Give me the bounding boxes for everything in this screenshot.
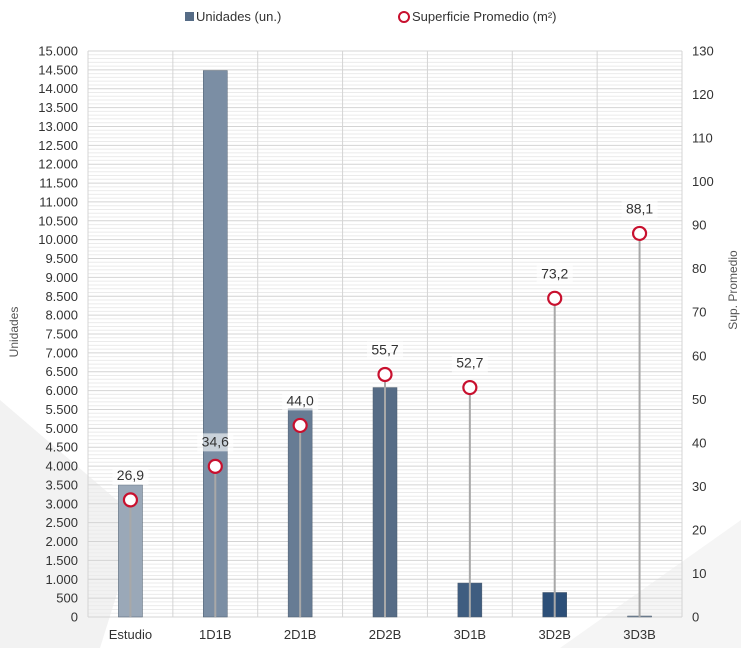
y-tick-label: 5.500	[45, 402, 78, 417]
y2-tick-label: 70	[692, 305, 706, 320]
data-label: 55,7	[371, 341, 398, 357]
lollipop-marker	[122, 492, 139, 508]
y-tick-label: 4.500	[45, 440, 78, 455]
x-tick-label: 2D2B	[369, 627, 402, 642]
y-tick-label: 12.000	[38, 157, 78, 172]
y2-axis-title: Sup. Promedio	[726, 250, 740, 330]
data-label: 73,2	[541, 265, 568, 281]
x-tick-label: 3D1B	[454, 627, 487, 642]
axes: 05001.0001.5002.0002.5003.0003.5004.0004…	[38, 44, 713, 643]
markers	[122, 225, 648, 508]
y-tick-label: 2.000	[45, 534, 78, 549]
data-label-background	[451, 354, 488, 373]
y-tick-label: 2.500	[45, 515, 78, 530]
lollipop-marker	[377, 366, 393, 383]
y-tick-label: 15.000	[38, 44, 78, 59]
grid	[87, 50, 683, 618]
data-label-background	[621, 200, 658, 219]
y2-tick-label: 20	[692, 522, 706, 537]
y-tick-label: 6.000	[45, 383, 78, 398]
data-labels: 26,9 34,6 44,0 55,7 52,7 73,2 88,1	[112, 200, 658, 485]
lollipop-marker	[292, 417, 308, 434]
y-tick-label: 3.500	[45, 477, 78, 492]
lollipop-marker	[547, 290, 563, 306]
y-tick-label: 10.500	[38, 213, 78, 228]
lollipop-marker	[631, 225, 648, 242]
data-label: 26,9	[117, 467, 144, 483]
y-tick-label: 11.500	[39, 176, 78, 191]
y2-tick-label: 30	[692, 479, 706, 494]
x-tick-label: 1D1B	[199, 627, 232, 642]
y-tick-label: 7.500	[45, 327, 78, 342]
legend-bar-label: Unidades (un.)	[196, 9, 281, 24]
y2-tick-label: 50	[692, 392, 706, 407]
y-tick-label: 12.500	[38, 138, 78, 153]
lollipop-marker	[207, 458, 223, 474]
y-tick-label: 13.000	[38, 119, 78, 134]
y-tick-label: 6.500	[45, 364, 78, 379]
y-tick-label: 13.500	[38, 100, 78, 115]
y2-tick-label: 120	[692, 87, 714, 102]
legend-marker-swatch	[398, 11, 410, 23]
background-shade	[0, 400, 140, 648]
legend-bar-swatch	[185, 12, 194, 21]
y2-tick-label: 90	[692, 218, 706, 233]
y-axis-title: Unidades	[7, 307, 21, 358]
y2-tick-label: 80	[692, 261, 706, 276]
y2-tick-label: 130	[692, 44, 714, 59]
data-label-background	[197, 433, 234, 452]
lollipop-marker	[462, 379, 478, 396]
y-tick-label: 3.000	[45, 496, 78, 511]
data-label-background	[367, 341, 403, 360]
y2-tick-label: 110	[692, 131, 713, 146]
y-tick-label: 5.000	[45, 421, 78, 436]
y-tick-label: 0	[71, 610, 78, 625]
legend-marker-label: Superficie Promedio (m²)	[412, 9, 557, 24]
legend: Unidades (un.) Superficie Promedio (m²)	[185, 9, 557, 24]
data-label-background	[536, 265, 573, 284]
y-tick-label: 4.000	[45, 459, 78, 474]
y-tick-label: 10.000	[38, 232, 78, 247]
y-tick-label: 14.000	[38, 81, 78, 96]
y-tick-label: 1.500	[45, 553, 78, 568]
y2-tick-label: 0	[692, 610, 699, 625]
y-tick-label: 9.500	[45, 251, 78, 266]
y-tick-label: 500	[56, 591, 78, 606]
background-shade-2	[560, 520, 741, 648]
x-tick-label: 3D3B	[623, 627, 656, 642]
y-tick-label: 8.000	[45, 308, 78, 323]
data-label: 88,1	[626, 200, 653, 216]
data-label: 34,6	[202, 433, 229, 449]
data-label-background	[282, 392, 319, 411]
x-tick-label: 2D1B	[284, 627, 317, 642]
y-tick-label: 8.500	[45, 289, 78, 304]
x-tick-label: Estudio	[109, 627, 152, 642]
y-tick-label: 1.000	[45, 572, 78, 587]
y-tick-label: 14.500	[38, 62, 78, 77]
y-tick-label: 7.000	[45, 345, 78, 360]
stems	[129, 233, 641, 617]
y-tick-label: 11.000	[39, 194, 78, 209]
y2-tick-label: 40	[692, 435, 706, 450]
y2-tick-label: 100	[692, 174, 714, 189]
data-label-background	[112, 466, 149, 485]
x-tick-label: 3D2B	[538, 627, 571, 642]
y2-tick-label: 10	[692, 566, 706, 581]
data-label: 52,7	[456, 355, 483, 371]
y-tick-label: 9.000	[45, 270, 78, 285]
data-label: 44,0	[287, 392, 314, 408]
y2-tick-label: 60	[692, 348, 706, 363]
